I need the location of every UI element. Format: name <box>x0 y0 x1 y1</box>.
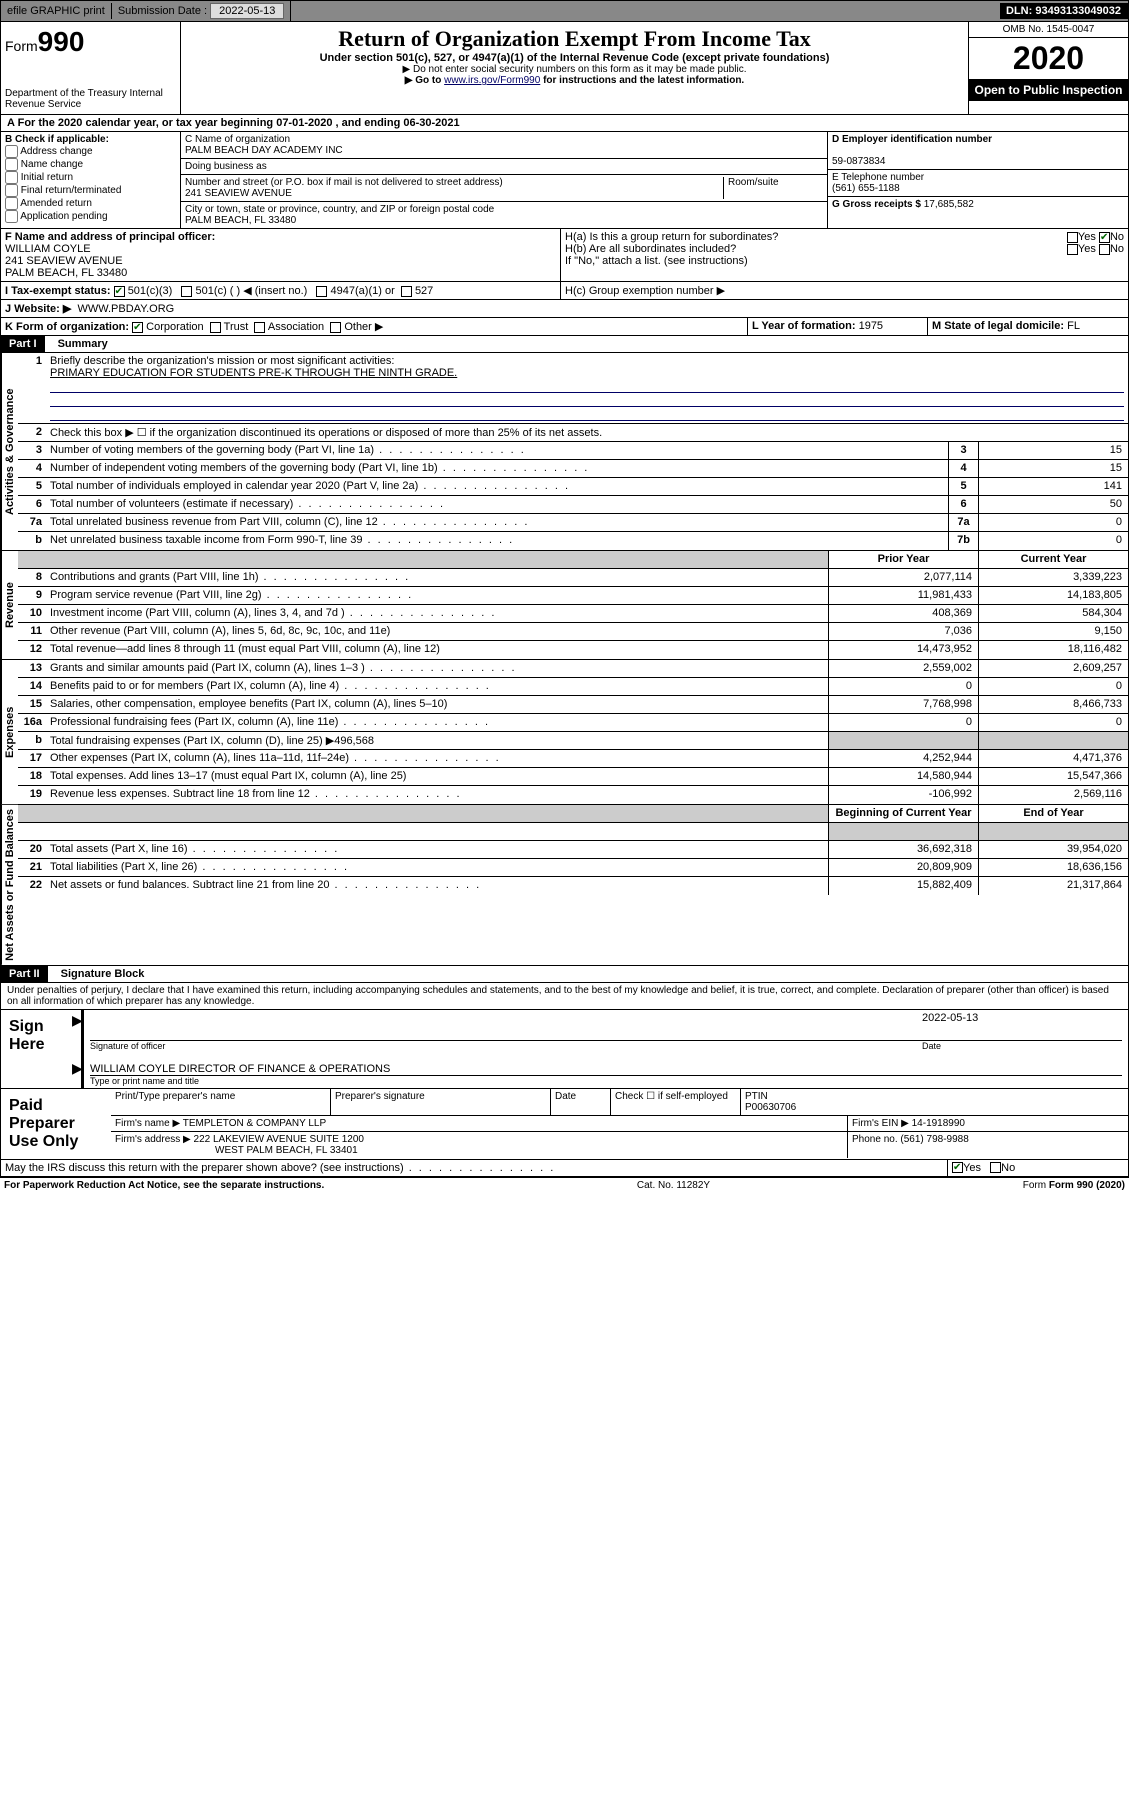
part1-title: Summary <box>48 338 108 350</box>
org-city: PALM BEACH, FL 33480 <box>185 215 296 226</box>
omb-number: OMB No. 1545-0047 <box>969 22 1128 38</box>
discuss-row: May the IRS discuss this return with the… <box>0 1160 1129 1177</box>
telephone: (561) 655-1188 <box>832 183 900 194</box>
room-suite: Room/suite <box>723 177 823 199</box>
val-7b: 0 <box>978 532 1128 550</box>
gross-receipts: 17,685,582 <box>924 199 974 210</box>
part2-title: Signature Block <box>51 968 145 980</box>
revenue-section: Revenue Prior YearCurrent Year 8Contribu… <box>0 551 1129 660</box>
val-5: 141 <box>978 478 1128 495</box>
paid-preparer-label: Paid Preparer Use Only <box>1 1089 111 1159</box>
h-a: H(a) Is this a group return for subordin… <box>565 231 1124 243</box>
submission-date-button[interactable]: 2022-05-13 <box>210 3 284 19</box>
inspection-badge: Open to Public Inspection <box>969 79 1128 101</box>
section-d: D Employer identification number 59-0873… <box>828 132 1128 228</box>
firm-phone: (561) 798-9988 <box>900 1134 968 1145</box>
section-m: M State of legal domicile: FL <box>928 318 1128 335</box>
firm-name: TEMPLETON & COMPANY LLP <box>183 1118 326 1129</box>
page-footer: For Paperwork Reduction Act Notice, see … <box>0 1177 1129 1193</box>
net-assets-section: Net Assets or Fund Balances Beginning of… <box>0 805 1129 966</box>
sign-here-label: Sign Here <box>1 1010 81 1088</box>
section-b: B Check if applicable: Address change Na… <box>1 132 181 228</box>
tax-year: 2020 <box>969 38 1128 79</box>
section-j: J Website: ▶ WWW.PBDAY.ORG <box>1 300 1128 317</box>
efile-label: efile GRAPHIC print <box>1 3 112 19</box>
val-3: 15 <box>978 442 1128 459</box>
section-k: K Form of organization: Corporation Trus… <box>1 318 748 335</box>
section-l: L Year of formation: 1975 <box>748 318 928 335</box>
form-title: Return of Organization Exempt From Incom… <box>185 26 964 52</box>
h-b: H(b) Are all subordinates included? Yes … <box>565 243 1124 255</box>
governance-section: Activities & Governance 1 Briefly descri… <box>0 353 1129 551</box>
chk-initial[interactable]: Initial return <box>5 171 176 184</box>
org-name-row: C Name of organization PALM BEACH DAY AC… <box>181 132 827 159</box>
sig-date: 2022-05-13 <box>922 1012 1122 1040</box>
form-header: Form990 Department of the Treasury Inter… <box>0 22 1129 115</box>
chk-address[interactable]: Address change <box>5 145 176 158</box>
preparer-block: Paid Preparer Use Only Print/Type prepar… <box>0 1089 1129 1160</box>
val-6: 50 <box>978 496 1128 513</box>
arrow-icon: ▶ <box>72 1012 83 1029</box>
org-info-block: B Check if applicable: Address change Na… <box>0 132 1129 229</box>
part1-header: Part I <box>1 336 45 352</box>
form-number: Form990 <box>5 26 176 58</box>
h-c: H(c) Group exemption number ▶ <box>561 282 1128 299</box>
ein-value: 59-0873834 <box>832 156 885 167</box>
val-4: 15 <box>978 460 1128 477</box>
chk-final[interactable]: Final return/terminated <box>5 184 176 197</box>
firm-ein: 14-1918990 <box>912 1118 965 1129</box>
expenses-section: Expenses 13Grants and similar amounts pa… <box>0 660 1129 805</box>
note-ssn: ▶ Do not enter social security numbers o… <box>185 64 964 75</box>
org-name: PALM BEACH DAY ACADEMY INC <box>185 145 343 156</box>
officer-block: F Name and address of principal officer:… <box>0 229 1129 282</box>
ptin-value: P00630706 <box>745 1102 796 1113</box>
tax-year-line: A For the 2020 calendar year, or tax yea… <box>0 115 1129 132</box>
tab-expenses: Expenses <box>1 660 18 804</box>
dln-label: DLN: 93493133049032 <box>1000 3 1128 19</box>
tab-net-assets: Net Assets or Fund Balances <box>1 805 18 965</box>
officer-name: WILLIAM COYLE <box>5 243 91 255</box>
val-7a: 0 <box>978 514 1128 531</box>
signature-block: Under penalties of perjury, I declare th… <box>0 983 1129 1089</box>
note-link: ▶ Go to www.irs.gov/Form990 for instruct… <box>185 75 964 86</box>
officer-typed: WILLIAM COYLE DIRECTOR OF FINANCE & OPER… <box>90 1063 1122 1075</box>
chk-amended[interactable]: Amended return <box>5 197 176 210</box>
form-subtitle: Under section 501(c), 527, or 4947(a)(1)… <box>185 52 964 64</box>
penalty-text: Under penalties of perjury, I declare th… <box>1 983 1128 1009</box>
dba-row: Doing business as <box>181 159 827 175</box>
addr-row: Number and street (or P.O. box if mail i… <box>181 175 827 202</box>
part2-header: Part II <box>1 966 48 982</box>
org-street: 241 SEAVIEW AVENUE <box>185 188 292 199</box>
section-i: I Tax-exempt status: 501(c)(3) 501(c) ( … <box>1 282 561 299</box>
arrow-icon: ▶ <box>72 1060 83 1077</box>
chk-name[interactable]: Name change <box>5 158 176 171</box>
website-value: WWW.PBDAY.ORG <box>77 303 174 315</box>
h-note: If "No," attach a list. (see instruction… <box>565 255 1124 267</box>
chk-pending[interactable]: Application pending <box>5 210 176 223</box>
dept-label: Department of the Treasury Internal Reve… <box>5 88 176 110</box>
top-bar: efile GRAPHIC print Submission Date : 20… <box>0 0 1129 22</box>
submission-cell: Submission Date : 2022-05-13 <box>112 1 292 21</box>
tab-governance: Activities & Governance <box>1 353 18 550</box>
city-row: City or town, state or province, country… <box>181 202 827 228</box>
mission-text: PRIMARY EDUCATION FOR STUDENTS PRE-K THR… <box>50 367 457 379</box>
tab-revenue: Revenue <box>1 551 18 659</box>
irs-link[interactable]: www.irs.gov/Form990 <box>444 75 540 86</box>
